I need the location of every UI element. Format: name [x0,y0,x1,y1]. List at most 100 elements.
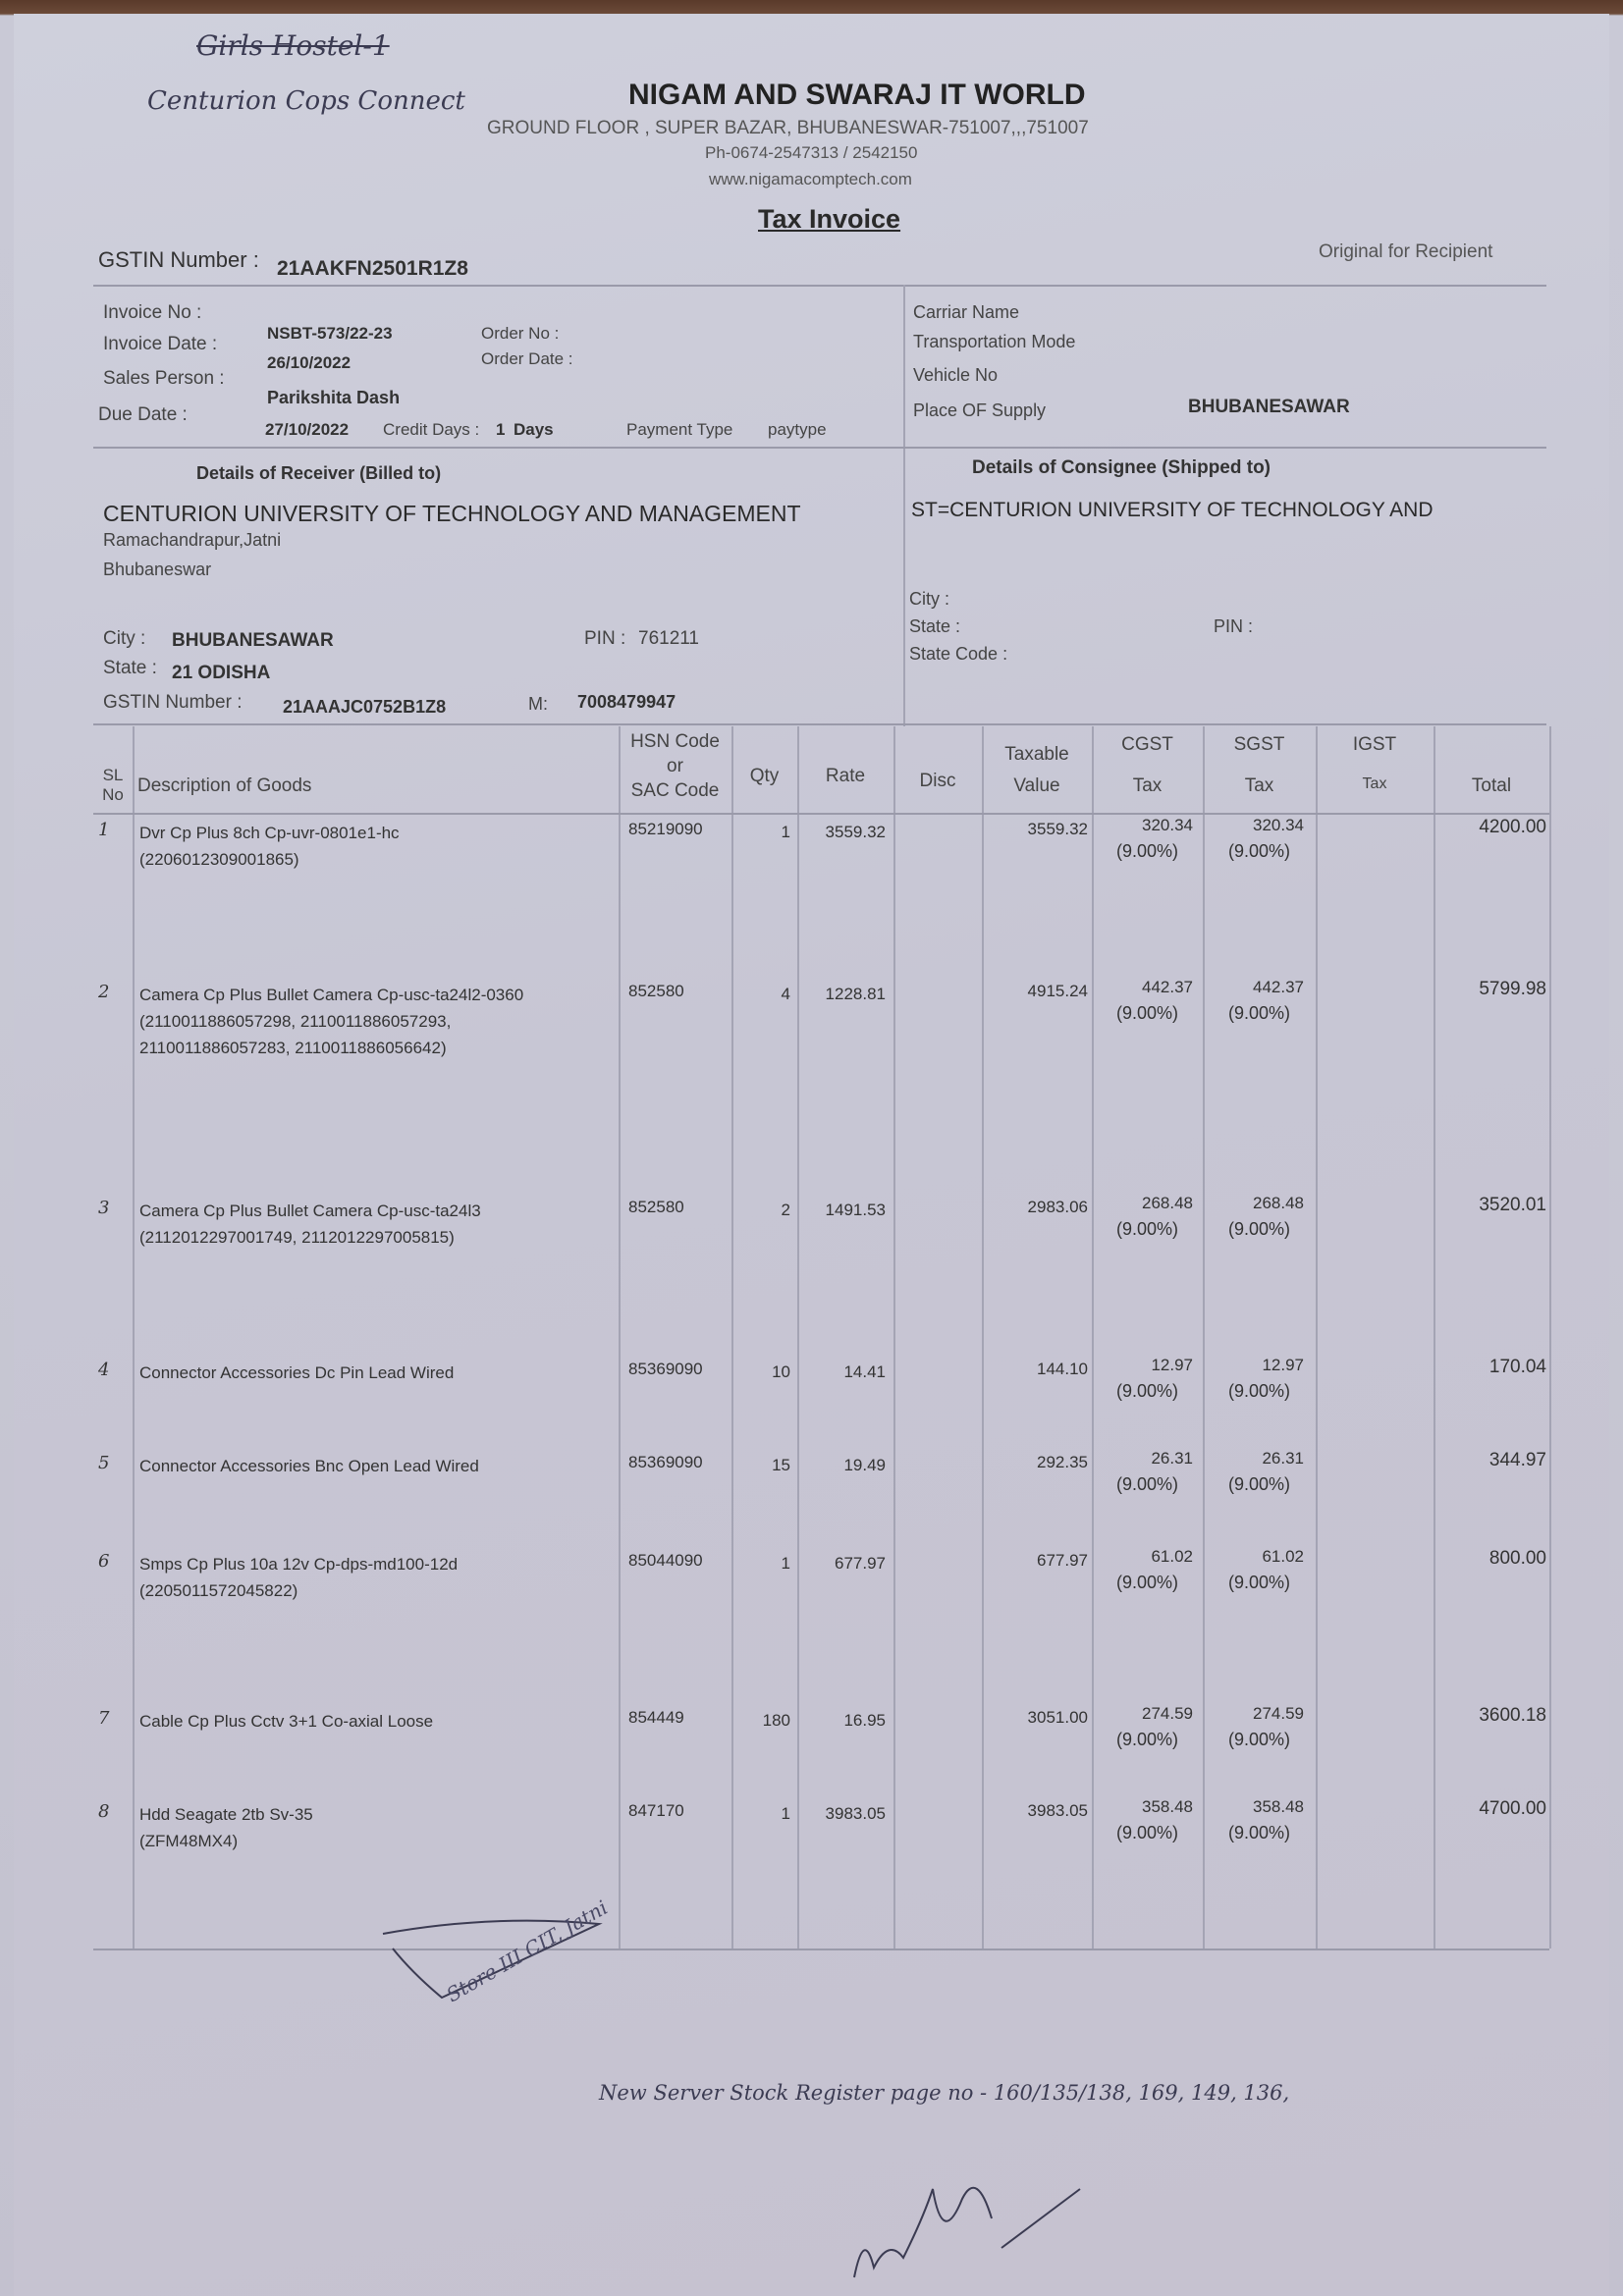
row-qty: 1 [781,823,790,841]
row-description: (2205011572045822) [139,1581,298,1600]
column-divider [1549,726,1551,1949]
row-qty: 10 [772,1362,790,1381]
row-taxable-value: 677.97 [1037,1551,1088,1570]
row-hsn: 85369090 [628,1453,703,1471]
row-taxable-value: 2983.06 [1027,1198,1088,1216]
seller-name: NIGAM AND SWARAJ IT WORLD [628,79,1086,111]
row-cgst-rate: (9.00%) [1115,1219,1179,1239]
row-cgst-rate: (9.00%) [1115,1573,1179,1592]
row-taxable-value: 144.10 [1037,1360,1088,1378]
row-hsn: 847170 [628,1801,684,1820]
header-hsn-2: or [667,756,683,776]
row-hsn: 852580 [628,1198,684,1216]
sales-person-label: Sales Person : [103,368,225,389]
row-cgst-rate: (9.00%) [1115,841,1179,861]
row-hsn: 852580 [628,982,684,1000]
column-divider [619,726,621,1949]
row-description: 2110011886057283, 2110011886056642) [139,1039,447,1057]
row-sl-number: 4 [98,1360,110,1380]
receiver-name: CENTURION UNIVERSITY OF TECHNOLOGY AND M… [103,501,801,526]
credit-days: 1 [496,420,506,439]
row-cgst-rate: (9.00%) [1115,1381,1179,1401]
place-of-supply: BHUBANESAWAR [1188,397,1350,417]
invoice-no-label: Invoice No : [103,302,202,323]
carrier-label: Carriar Name [913,302,1020,322]
column-divider [893,726,895,1949]
row-rate: 19.49 [843,1456,886,1474]
row-sl-number: 3 [98,1198,110,1218]
row-description: Dvr Cp Plus 8ch Cp-uvr-0801e1-hc [139,824,400,842]
row-description: (2112012297001749, 2112012297005815) [139,1228,455,1247]
row-total: 344.97 [1488,1450,1546,1470]
row-sl-number: 6 [98,1551,110,1572]
header-sgst-2: Tax [1244,775,1274,796]
row-sgst: 61.02 [1262,1547,1304,1566]
row-cgst-rate: (9.00%) [1115,1474,1179,1494]
row-rate: 3983.05 [825,1804,886,1823]
header-cgst-1: CGST [1121,734,1173,755]
payment-type: paytype [768,420,827,439]
row-cgst: 358.48 [1142,1797,1193,1816]
sales-person: Parikshita Dash [267,388,401,407]
credit-days-label: Credit Days : [383,420,480,439]
row-sgst-rate: (9.00%) [1227,1573,1291,1592]
header-hsn-1: HSN Code [630,731,720,752]
row-taxable-value: 3983.05 [1027,1801,1088,1820]
row-qty: 2 [781,1201,790,1219]
row-description: (2206012309001865) [139,850,299,869]
row-description: Cable Cp Plus Cctv 3+1 Co-axial Loose [139,1712,434,1731]
invoice-date-label: Invoice Date : [103,334,218,354]
row-sgst-rate: (9.00%) [1227,1730,1291,1749]
payment-type-label: Payment Type [626,420,733,439]
row-sgst: 274.59 [1253,1704,1304,1723]
header-taxable-2: Value [1013,775,1060,796]
row-sl-number: 7 [98,1708,110,1729]
row-cgst: 320.34 [1142,816,1193,834]
row-cgst: 26.31 [1151,1449,1193,1468]
copy-label: Original for Recipient [1319,241,1493,262]
row-taxable-value: 4915.24 [1027,982,1088,1000]
order-no-label: Order No : [481,324,560,343]
transport-mode-label: Transportation Mode [913,332,1076,351]
row-cgst-rate: (9.00%) [1115,1823,1179,1842]
seller-address: GROUND FLOOR , SUPER BAZAR, BHUBANESWAR-… [487,118,1089,138]
row-sgst: 358.48 [1253,1797,1304,1816]
row-total: 5799.98 [1479,979,1546,999]
column-divider [797,726,799,1949]
consignee-pin-label: PIN : [1214,616,1254,636]
consignee-state-code-label: State Code : [909,644,1008,664]
row-cgst: 442.37 [1142,978,1193,996]
header-igst-2: Tax [1362,775,1387,792]
row-qty: 15 [772,1456,790,1474]
row-description: (ZFM48MX4) [139,1832,239,1850]
row-rate: 1228.81 [825,985,886,1003]
row-cgst: 61.02 [1151,1547,1193,1566]
row-description: Hdd Seagate 2tb Sv-35 [139,1805,313,1824]
stamp-text: Store III CIT, Jatni [443,1896,612,2006]
row-taxable-value: 3051.00 [1027,1708,1088,1727]
row-rate: 16.95 [843,1711,886,1730]
row-sgst-rate: (9.00%) [1227,1003,1291,1023]
consignee-city-label: City : [909,589,950,609]
seller-gstin: 21AAKFN2501R1Z8 [277,257,468,280]
receiver-gstin-label: GSTIN Number : [103,692,243,713]
row-qty: 180 [762,1711,790,1730]
row-cgst: 268.48 [1142,1194,1193,1212]
row-sgst-rate: (9.00%) [1227,1381,1291,1401]
receiver-heading: Details of Receiver (Billed to) [196,463,442,483]
row-divider [93,1949,1549,1950]
row-description: Connector Accessories Dc Pin Lead Wired [139,1363,455,1382]
column-divider [1434,726,1435,1949]
days-label: Days [514,420,554,439]
column-divider [731,726,733,1949]
row-total: 4200.00 [1479,817,1546,837]
invoice-no: NSBT-573/22-23 [267,324,393,343]
handwritten-recipient-note: Centurion Cops Connect [147,86,465,116]
column-divider [133,726,135,1949]
row-sgst: 320.34 [1253,816,1304,834]
due-date: 27/10/2022 [265,420,350,439]
row-divider [93,813,1549,815]
row-description: (2110011886057298, 2110011886057293, [139,1012,452,1031]
row-cgst: 12.97 [1151,1356,1193,1374]
signature [853,2186,1081,2278]
